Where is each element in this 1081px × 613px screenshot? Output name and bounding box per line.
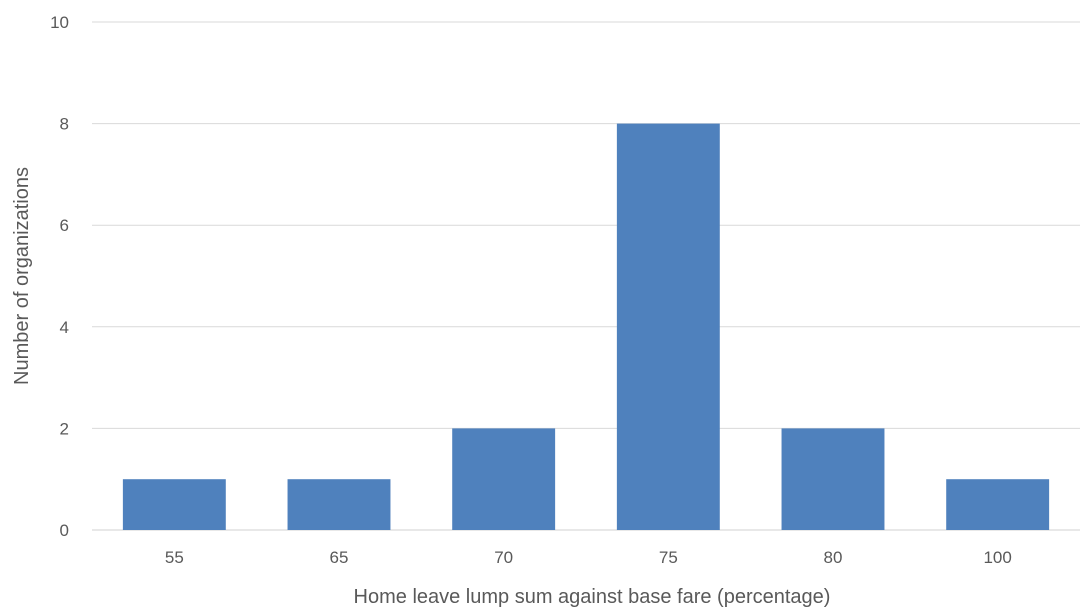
x-tick-label: 100 [983,548,1011,567]
bars [122,123,1050,530]
bar-65 [287,479,391,530]
y-axis-ticks: 0 2 4 6 8 10 [50,13,69,540]
bar-75 [616,123,720,530]
y-tick-label: 6 [60,216,69,235]
y-tick-label: 10 [50,13,69,32]
gridlines [92,21,1080,531]
bar-55 [122,479,226,530]
x-tick-label: 80 [824,548,843,567]
x-tick-label: 75 [659,548,678,567]
y-tick-label: 2 [60,419,69,438]
x-tick-label: 70 [494,548,513,567]
y-axis-title: Number of organizations [11,167,33,385]
x-tick-label: 65 [330,548,349,567]
x-axis-ticks: 55 65 70 75 80 100 [165,548,1012,567]
bar-100 [946,479,1050,530]
bar-70 [452,428,556,530]
bar-80 [781,428,885,530]
y-tick-label: 4 [60,318,69,337]
y-tick-label: 0 [60,521,69,540]
y-tick-label: 8 [60,115,69,134]
x-tick-label: 55 [165,548,184,567]
x-axis-title: Home leave lump sum against base fare (p… [354,586,831,608]
